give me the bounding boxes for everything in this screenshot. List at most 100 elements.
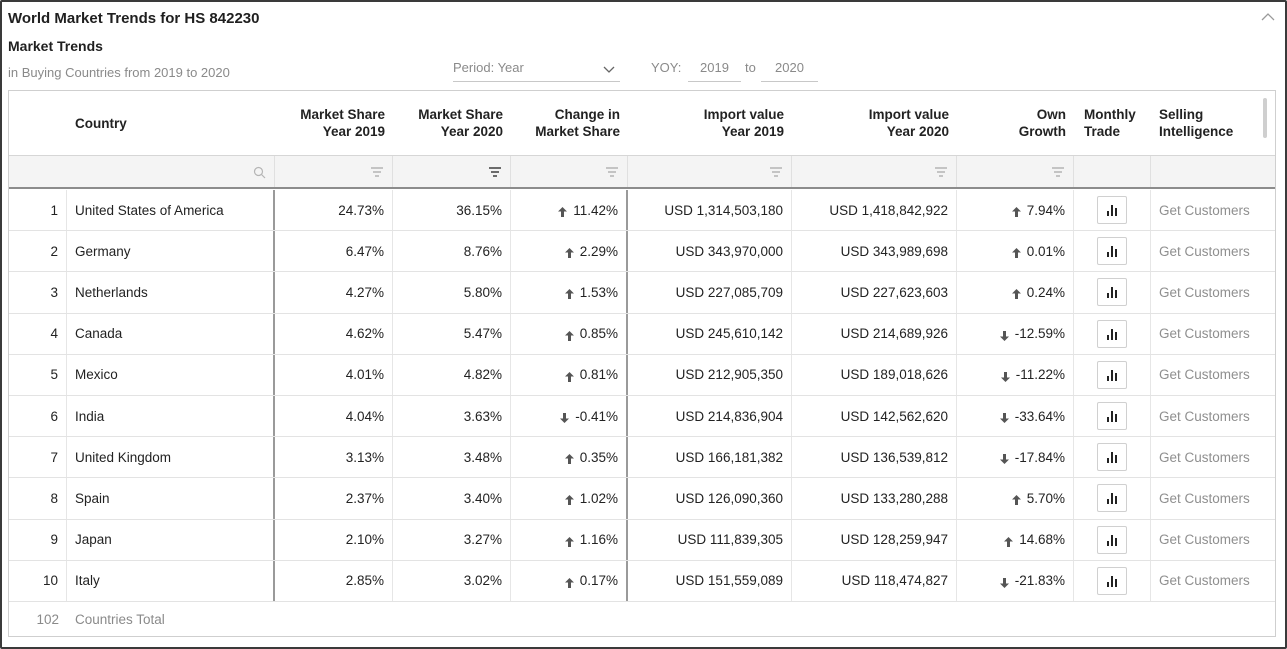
filter-icon[interactable] — [934, 166, 948, 178]
search-icon[interactable] — [253, 166, 266, 179]
iv2020-filter-cell — [792, 156, 957, 187]
iv2020-cell: USD 227,623,603 — [792, 272, 957, 313]
change-cell: 1.02% — [511, 478, 628, 519]
filter-icon[interactable] — [769, 166, 783, 178]
bar-chart-icon — [1107, 205, 1117, 217]
bar-chart-icon — [1107, 493, 1117, 505]
filter-icon[interactable] — [488, 166, 502, 178]
change-cell: 2.29% — [511, 231, 628, 272]
get-customers-link[interactable]: Get Customers — [1159, 326, 1250, 342]
filter-icon[interactable] — [1051, 166, 1065, 178]
col-change-line2: Market Share — [535, 124, 620, 139]
arrow-up-icon — [564, 287, 574, 300]
period-select[interactable]: Period: Year — [453, 57, 620, 82]
get-customers-link[interactable]: Get Customers — [1159, 408, 1250, 424]
change-value: 0.85% — [579, 326, 618, 342]
monthly-trade-button[interactable] — [1097, 525, 1127, 554]
iv2020-cell: USD 136,539,812 — [792, 437, 957, 478]
country-cell[interactable]: Germany — [67, 231, 275, 272]
change-value: 0.17% — [579, 573, 618, 589]
col-country[interactable]: Country — [75, 115, 127, 131]
col-growth[interactable]: Own Growth — [957, 91, 1074, 155]
country-cell[interactable]: Netherlands — [67, 272, 275, 313]
rank-cell: 7 — [9, 437, 67, 478]
country-cell[interactable]: Mexico — [67, 354, 275, 395]
country-cell[interactable]: United States of America — [67, 190, 275, 231]
col-ms2020[interactable]: Market Share Year 2020 — [393, 91, 511, 155]
arrow-up-icon — [558, 205, 568, 218]
country-cell[interactable]: Italy — [67, 560, 275, 601]
iv2019-cell: USD 1,314,503,180 — [628, 190, 792, 231]
ms2020-cell: 8.76% — [393, 231, 511, 272]
bar-chart-icon — [1107, 534, 1117, 546]
iv2019-cell: USD 245,610,142 — [628, 313, 792, 354]
table-row: 3 Netherlands 4.27% 5.80% 1.53% USD 227,… — [9, 272, 1275, 314]
change-filter-cell — [511, 156, 628, 187]
bar-chart-icon — [1107, 246, 1117, 258]
country-cell[interactable]: India — [67, 396, 275, 437]
monthly-trade-cell — [1074, 313, 1151, 354]
monthly-trade-button[interactable] — [1097, 360, 1127, 389]
filter-row — [9, 156, 1275, 189]
col-growth-line1: Own — [1036, 107, 1066, 122]
arrow-up-icon — [564, 246, 574, 259]
table-row: 1 United States of America 24.73% 36.15%… — [9, 190, 1275, 232]
ms2020-cell: 3.02% — [393, 560, 511, 601]
country-cell[interactable]: Spain — [67, 478, 275, 519]
monthly-trade-button[interactable] — [1097, 566, 1127, 595]
monthly-trade-button[interactable] — [1097, 443, 1127, 472]
filter-icon[interactable] — [605, 166, 619, 178]
get-customers-link[interactable]: Get Customers — [1159, 243, 1250, 259]
country-search-cell[interactable] — [9, 156, 275, 187]
col-ms2019[interactable]: Market Share Year 2019 — [275, 91, 393, 155]
country-cell[interactable]: United Kingdom — [67, 437, 275, 478]
arrow-up-icon — [564, 576, 574, 588]
ms2019-cell: 3.13% — [275, 437, 393, 478]
get-customers-link[interactable]: Get Customers — [1159, 490, 1250, 506]
change-value: -0.41% — [575, 408, 618, 424]
monthly-trade-button[interactable] — [1097, 278, 1127, 307]
growth-value: -11.22% — [1015, 367, 1065, 383]
ms2020-cell: 5.80% — [393, 272, 511, 313]
monthly-trade-button[interactable] — [1097, 484, 1127, 513]
table-row: 4 Canada 4.62% 5.47% 0.85% USD 245,610,1… — [9, 313, 1275, 355]
ms2020-cell: 3.48% — [393, 437, 511, 478]
table-scrollbar[interactable] — [1263, 98, 1267, 138]
arrow-down-icon — [999, 411, 1009, 424]
yoy-to-select[interactable]: 2020 — [761, 57, 818, 82]
country-cell[interactable]: Japan — [67, 519, 275, 560]
monthly-trade-button[interactable] — [1097, 196, 1127, 225]
monthly-trade-button[interactable] — [1097, 402, 1127, 431]
col-iv2019[interactable]: Import value Year 2019 — [628, 91, 792, 155]
change-cell: 1.53% — [511, 272, 628, 313]
get-customers-link[interactable]: Get Customers — [1159, 449, 1250, 465]
get-customers-link[interactable]: Get Customers — [1159, 202, 1250, 218]
ms2019-cell: 6.47% — [275, 231, 393, 272]
growth-value: 7.94% — [1026, 202, 1065, 218]
growth-filter-cell — [957, 156, 1074, 187]
col-iv2020[interactable]: Import value Year 2020 — [792, 91, 957, 155]
growth-value: 0.01% — [1026, 243, 1065, 259]
monthly-trade-button[interactable] — [1097, 319, 1127, 348]
table-row: 7 United Kingdom 3.13% 3.48% 0.35% USD 1… — [9, 437, 1275, 479]
filter-icon[interactable] — [370, 166, 384, 178]
iv2020-cell: USD 128,259,947 — [792, 519, 957, 560]
selling-filter-cell — [1151, 156, 1275, 187]
monthly-trade-button[interactable] — [1097, 237, 1127, 266]
period-select-value: Period: Year — [453, 60, 524, 75]
col-monthly-line2: Trade — [1084, 124, 1121, 139]
col-monthly-line1: Monthly — [1084, 107, 1136, 122]
chevron-up-icon[interactable] — [1259, 8, 1277, 26]
growth-cell: 0.01% — [957, 231, 1074, 272]
change-cell: 0.85% — [511, 313, 628, 354]
get-customers-link[interactable]: Get Customers — [1159, 532, 1250, 548]
get-customers-link[interactable]: Get Customers — [1159, 573, 1250, 589]
growth-value: 14.68% — [1019, 532, 1065, 548]
yoy-from-select[interactable]: 2019 — [688, 57, 741, 82]
rank-cell: 3 — [9, 272, 67, 313]
get-customers-link[interactable]: Get Customers — [1159, 284, 1250, 300]
country-cell[interactable]: Canada — [67, 313, 275, 354]
col-change[interactable]: Change in Market Share — [511, 91, 628, 155]
get-customers-link[interactable]: Get Customers — [1159, 367, 1250, 383]
growth-cell: 14.68% — [957, 519, 1074, 560]
